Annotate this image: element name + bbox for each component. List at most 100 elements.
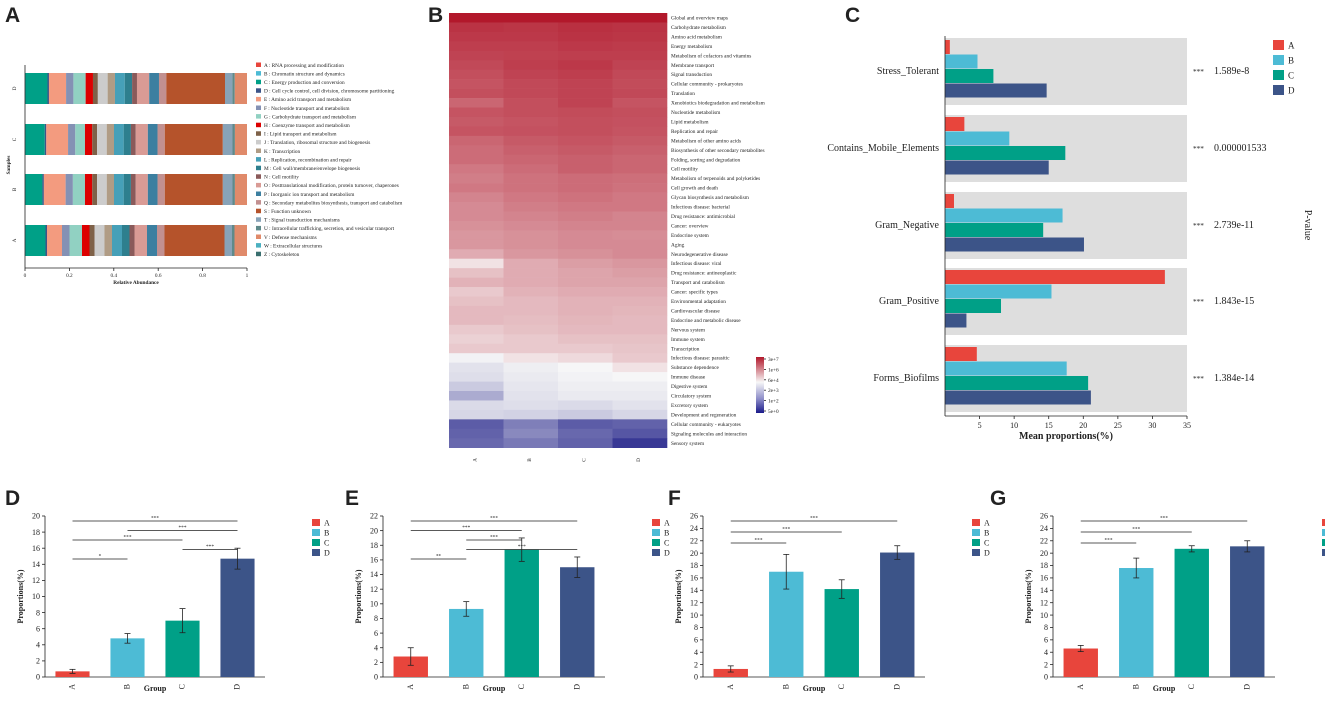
sample-label: C bbox=[12, 137, 18, 141]
bar-segment-b-4 bbox=[42, 174, 44, 205]
bar-c bbox=[504, 549, 539, 677]
heat-cell bbox=[503, 428, 559, 439]
heat-cell bbox=[449, 164, 504, 174]
heat-row-label: Aging bbox=[671, 242, 685, 248]
legend-swatch bbox=[972, 539, 980, 546]
heat-cell bbox=[503, 409, 559, 420]
heat-cell bbox=[449, 324, 504, 335]
heat-cell bbox=[503, 22, 559, 33]
bar-stress_tolerant-d bbox=[945, 83, 1047, 98]
heat-cell bbox=[612, 372, 668, 382]
heat-cell bbox=[612, 50, 668, 61]
x-axis-title: Group bbox=[483, 684, 506, 693]
heat-cell bbox=[503, 391, 559, 401]
heat-cell bbox=[503, 305, 559, 316]
legend-swatch bbox=[256, 251, 261, 257]
heat-cell bbox=[503, 353, 559, 363]
bar-contains_mobile_elements-c bbox=[945, 146, 1066, 160]
legend-swatch bbox=[256, 200, 261, 205]
bar-segment-a-12 bbox=[112, 225, 122, 256]
y-tick-label: 18 bbox=[690, 561, 698, 570]
heat-cell bbox=[503, 334, 559, 345]
heat-cell bbox=[503, 400, 559, 411]
x-tick-label: 20 bbox=[1079, 421, 1087, 430]
significance-mark: * bbox=[99, 554, 102, 560]
heat-row-label: Cancer: specific types bbox=[671, 289, 718, 296]
significance-mark: *** bbox=[1193, 144, 1204, 153]
legend-label: D : Cell cycle control, cell division, c… bbox=[264, 89, 395, 95]
bar-segment-b-8 bbox=[84, 174, 93, 205]
legend-label: V : Defense mechanisms bbox=[264, 234, 317, 241]
category-label: Contains_Mobile_Elements bbox=[827, 143, 939, 154]
significance-mark: *** bbox=[782, 527, 790, 533]
heat-cell bbox=[449, 409, 504, 420]
x-axis-title: Group bbox=[144, 684, 167, 693]
heat-cell bbox=[558, 22, 613, 33]
bar-segment-d-15 bbox=[136, 73, 150, 104]
heat-cell bbox=[558, 116, 613, 127]
heat-cell bbox=[449, 31, 504, 42]
legend-label: C : Energy production and conversion bbox=[264, 80, 345, 86]
heat-cell bbox=[558, 362, 613, 373]
heat-cell bbox=[449, 60, 504, 70]
x-tick-label: B bbox=[123, 684, 132, 689]
heat-cell bbox=[449, 69, 504, 80]
heat-cell bbox=[503, 145, 559, 156]
x-tick-label: 15 bbox=[1045, 421, 1053, 430]
heat-cell bbox=[503, 372, 559, 382]
bar-b bbox=[449, 608, 484, 677]
heat-cell bbox=[449, 183, 504, 193]
bar-segment-b-10 bbox=[97, 174, 107, 205]
y-tick-label: 18 bbox=[370, 541, 378, 550]
heat-row-label: Digestive system bbox=[671, 384, 708, 390]
y-tick-label: 20 bbox=[690, 549, 698, 558]
legend-swatch bbox=[312, 519, 320, 526]
heat-cell bbox=[558, 353, 613, 363]
pvalue-axis-title: P-value bbox=[1302, 210, 1313, 241]
bar-gram_positive-c bbox=[945, 299, 1002, 313]
heat-cell bbox=[612, 419, 668, 430]
legend-label: N : Cell motility bbox=[264, 175, 299, 181]
legend-swatch bbox=[256, 165, 261, 171]
heat-cell bbox=[612, 353, 668, 363]
heat-cell bbox=[612, 79, 668, 89]
bar-segment-d-12 bbox=[114, 73, 125, 104]
x-tick-label: C bbox=[1187, 684, 1196, 689]
y-axis-title: Proportions(%) bbox=[1024, 569, 1033, 623]
legend-swatch bbox=[256, 88, 261, 93]
legend-label: C bbox=[1288, 71, 1294, 81]
bar-segment-b-7 bbox=[72, 174, 85, 205]
legend-label: D bbox=[324, 549, 330, 558]
legend-swatch bbox=[256, 71, 261, 76]
heat-col-label: B bbox=[527, 458, 533, 462]
bar-segment-b-6 bbox=[65, 174, 73, 205]
y-axis-title: Proportions(%) bbox=[674, 569, 683, 623]
heat-cell bbox=[503, 239, 559, 250]
heat-cell bbox=[503, 69, 559, 80]
bar-forms_biofilms-c bbox=[945, 376, 1089, 390]
heat-cell bbox=[503, 287, 559, 297]
significance-mark: *** bbox=[462, 525, 470, 531]
heat-row-label: Amino acid metabolism bbox=[671, 34, 723, 40]
heat-cell bbox=[612, 400, 668, 411]
heat-cell bbox=[449, 334, 504, 345]
x-axis-title: Relative Abundance bbox=[113, 280, 159, 286]
sample-label: D bbox=[12, 86, 18, 90]
x-tick-label: 0.6 bbox=[155, 273, 162, 279]
bar-segment-c-14 bbox=[130, 124, 136, 155]
bar-segment-c-3 bbox=[25, 124, 45, 155]
heat-cell bbox=[449, 362, 504, 373]
bar-segment-b-18 bbox=[164, 174, 223, 205]
legend-swatch bbox=[1273, 85, 1284, 95]
bar-stress_tolerant-a bbox=[945, 40, 950, 54]
y-tick-label: 24 bbox=[1040, 524, 1048, 533]
heat-cell bbox=[449, 50, 504, 61]
bar-segment-b-12 bbox=[113, 174, 124, 205]
y-tick-label: 12 bbox=[1040, 598, 1048, 607]
heat-cell bbox=[503, 50, 559, 61]
bar-gram_negative-d bbox=[945, 237, 1084, 252]
heat-cell bbox=[612, 88, 668, 99]
heat-row-label: Immune system bbox=[671, 337, 706, 343]
legend-swatch bbox=[256, 182, 261, 188]
heat-cell bbox=[449, 211, 504, 222]
